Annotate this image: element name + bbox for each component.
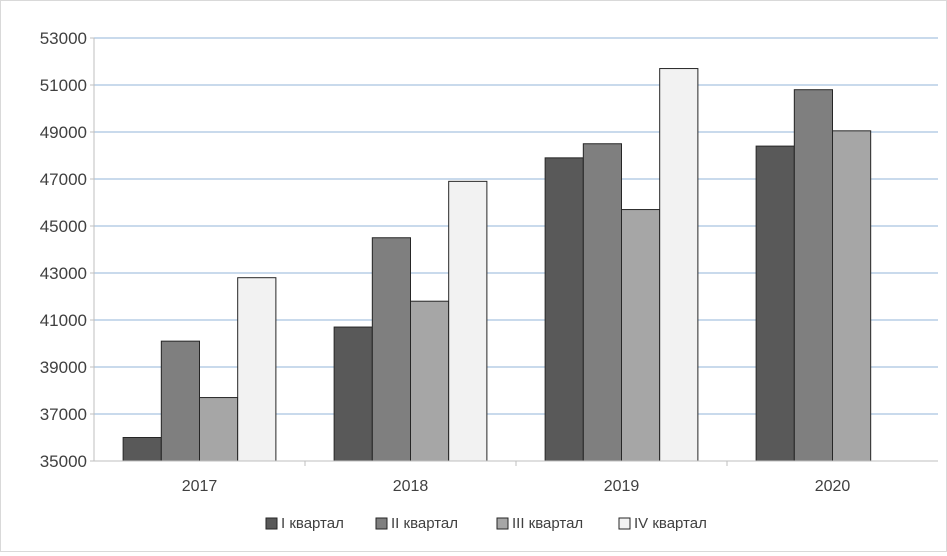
bar: [371, 237, 411, 462]
bar: [122, 437, 162, 462]
bars: [122, 68, 872, 462]
y-tick-label: 51000: [40, 76, 87, 95]
bar: [333, 326, 373, 462]
bar: [659, 68, 699, 462]
axes: 35000 37000 39000 41000 43000 45000 47000 49000…: [40, 29, 938, 495]
x-tick-label: 2019: [604, 478, 640, 495]
y-tick-label: 47000: [40, 170, 87, 189]
bar: [621, 209, 661, 462]
bar: [199, 397, 239, 462]
y-tick-label: 53000: [40, 29, 87, 48]
bar: [832, 130, 872, 462]
bar: [237, 277, 277, 462]
legend-swatch: [496, 517, 509, 530]
y-tick-label: 35000: [40, 452, 87, 471]
legend-swatch: [618, 517, 631, 530]
bar: [160, 340, 201, 462]
bar: [448, 180, 488, 462]
y-tick-label: 49000: [40, 123, 87, 142]
legend-label: IV квартал: [634, 515, 707, 532]
y-tick-label: 45000: [40, 217, 87, 236]
x-tick-label: 2017: [182, 478, 218, 495]
x-tick-label: 2018: [393, 478, 429, 495]
bar: [582, 143, 623, 462]
bar: [755, 145, 795, 462]
legend-label: III квартал: [512, 515, 583, 532]
y-tick-label: 37000: [40, 405, 87, 424]
y-tick-label: 39000: [40, 358, 87, 377]
bar: [544, 157, 584, 462]
legend: I квартал II квартал III квартал IV квартал: [265, 515, 707, 532]
bar: [410, 300, 450, 462]
legend-label: I квартал: [281, 515, 344, 532]
bar: [793, 89, 834, 462]
y-tick-label: 43000: [40, 264, 87, 283]
legend-swatch: [265, 517, 278, 530]
legend-swatch: [375, 517, 388, 530]
legend-label: II квартал: [391, 515, 458, 532]
x-tick-label: 2020: [815, 478, 851, 495]
gridlines: [94, 37, 938, 415]
y-tick-label: 41000: [40, 311, 87, 330]
